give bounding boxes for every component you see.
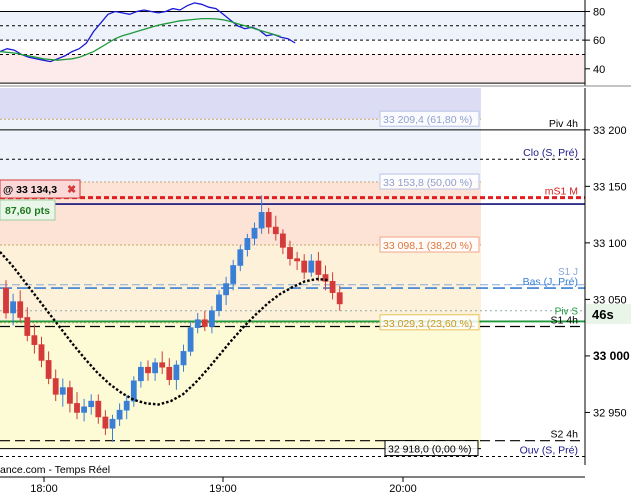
candle-body-24 (173, 364, 180, 380)
candle-body-20 (145, 366, 151, 374)
candle-body-44 (315, 260, 322, 275)
candle-body-35 (251, 227, 258, 239)
osc-ytick-label-1: 60 (593, 35, 605, 47)
extra-label-1: Piv S (555, 306, 579, 317)
candle-body-36 (258, 212, 265, 229)
candle-body-8 (59, 387, 66, 395)
osc-ytick-label-0: 80 (593, 6, 605, 18)
osc-oversold-zone (0, 54, 585, 84)
candle-body-38 (272, 226, 279, 235)
candle-body-10 (74, 403, 80, 413)
pivot-label-2: mS1 M (545, 186, 578, 198)
candle-body-42 (301, 260, 308, 273)
candle-body-0 (3, 287, 9, 314)
candle-body-46 (329, 281, 336, 293)
candle-body-7 (52, 378, 59, 395)
candle-body-39 (279, 233, 286, 248)
candle-body-32 (230, 265, 237, 284)
fib-zone-236-0 (0, 322, 481, 449)
candle-body-37 (265, 212, 272, 228)
order-label: @ 33 134,3 (3, 184, 57, 196)
order-close-icon: ✖ (67, 184, 76, 196)
source-label: ance.com - Temps Réel (0, 464, 110, 476)
pivot-label-6: Ouv (S, Pré) (520, 445, 578, 457)
price-ytick-label-3: 33 050 (593, 294, 627, 306)
candle-body-30 (216, 294, 222, 311)
fib-label-box-2 (379, 236, 480, 253)
candle-body-25 (180, 351, 187, 366)
osc-series-line-0 (0, 2, 296, 63)
candle-body-11 (81, 406, 87, 413)
pivot-label-1: Clo (S, Pré) (523, 147, 578, 159)
candle-body-22 (159, 362, 166, 368)
candle-body-15 (109, 418, 116, 429)
candle-body-40 (287, 247, 293, 259)
pnl-label: 87,60 pts (5, 205, 50, 217)
order-box (0, 179, 81, 199)
xtick-label-2: 20:00 (389, 483, 417, 495)
candle-body-41 (294, 258, 300, 262)
extra-label-0: S1 J (558, 267, 578, 278)
fib-label-2: 33 098,1 (38,20 %) (383, 240, 472, 252)
candle-body-12 (88, 400, 95, 408)
candle-body-16 (116, 409, 123, 420)
fib-label-4: 32 918,0 (0,00 %) (388, 444, 471, 456)
candle-body-26 (187, 327, 194, 352)
candle-body-21 (152, 362, 158, 374)
countdown-badge (586, 304, 631, 325)
fib-label-box-3 (379, 314, 480, 331)
fib-label-3: 33 029,3 (23,60 %) (383, 318, 472, 330)
price-ytick-label-1: 33 150 (593, 181, 627, 193)
candle-body-28 (201, 319, 208, 327)
candle-body-14 (102, 416, 109, 429)
countdown-label: 46s (592, 307, 614, 322)
osc-series-line-1 (0, 17, 281, 61)
xtick-label-0: 18:00 (30, 483, 58, 495)
fib-label-box-4 (384, 440, 479, 457)
candle-body-5 (38, 344, 45, 361)
pivot-label-5: S2 4h (551, 429, 579, 441)
fib-label-box-0 (379, 110, 480, 127)
candle-body-6 (45, 360, 52, 379)
pivot-label-3: Bas (J, Pré) (523, 276, 578, 288)
osc-ytick-label-2: 40 (593, 64, 605, 76)
fib-label-box-1 (379, 173, 480, 190)
candle-body-4 (31, 335, 38, 345)
candle-body-45 (322, 274, 329, 282)
fib-zone-618-500 (0, 119, 481, 183)
candle-body-13 (95, 400, 102, 418)
price-ytick-label-5: 32 950 (593, 407, 627, 419)
xtick-label-1: 19:00 (209, 483, 237, 495)
candle-body-47 (336, 292, 343, 305)
candle-body-29 (209, 310, 215, 327)
fib-label-0: 33 209,4 (61,80 %) (383, 114, 472, 126)
fib-label-1: 33 153,8 (50,00 %) (383, 177, 472, 189)
candle-body-34 (244, 238, 251, 250)
candle-body-43 (308, 260, 315, 273)
candle-body-18 (130, 380, 137, 402)
candle-body-19 (138, 366, 144, 382)
candle-body-27 (194, 319, 201, 328)
candle-body-3 (24, 317, 31, 336)
pnl-box (0, 199, 56, 221)
price-ytick-label-0: 33 200 (593, 125, 627, 137)
candle-body-9 (67, 387, 73, 404)
pivot-label-4: S1 4h (551, 315, 579, 327)
candle-body-2 (17, 301, 24, 318)
candle-body-31 (223, 283, 229, 296)
price-ytick-label-4: 33 000 (593, 349, 630, 363)
price-ytick-label-2: 33 100 (593, 238, 627, 250)
candle-body-17 (123, 400, 130, 411)
candle-body-1 (10, 301, 16, 314)
osc-overbought-zone (0, 11, 585, 41)
candle-body-23 (166, 366, 173, 380)
candle-body-33 (237, 249, 244, 266)
pivot-label-0: Piv 4h (549, 118, 578, 130)
